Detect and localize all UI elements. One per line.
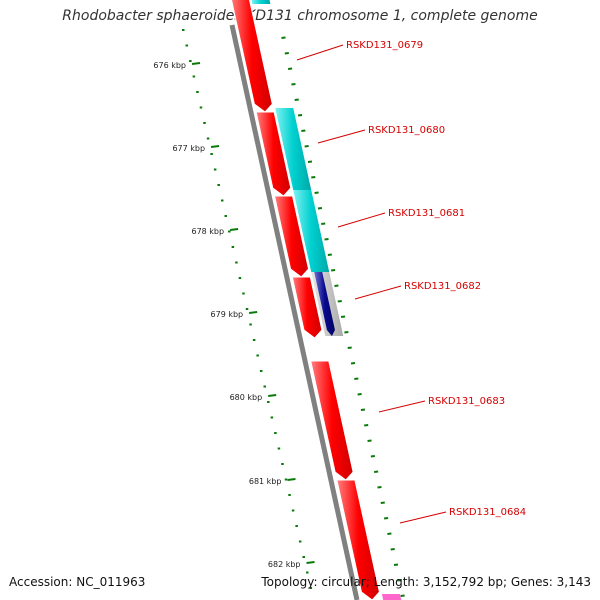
gene-label-rskd131_0682[interactable]: RSKD131_0682 bbox=[404, 281, 481, 292]
outer-tick bbox=[347, 346, 352, 349]
outer-tick bbox=[380, 501, 385, 504]
outer-tick bbox=[344, 331, 349, 334]
outer-tick bbox=[370, 455, 375, 458]
outer-tick bbox=[374, 470, 379, 473]
genome-backbone bbox=[229, 24, 360, 600]
outer-tick bbox=[304, 145, 309, 148]
ruler-label: 677 kbp bbox=[172, 144, 205, 153]
outer-tick bbox=[350, 362, 356, 365]
ruler-label: 680 kbp bbox=[230, 393, 263, 402]
outer-tick bbox=[291, 83, 296, 86]
outer-tick bbox=[390, 548, 395, 551]
outer-tick bbox=[377, 486, 382, 489]
outer-tick bbox=[281, 36, 286, 39]
gene-arrow-rskd131_0684[interactable] bbox=[336, 479, 381, 600]
outer-tick bbox=[324, 238, 329, 241]
gene-leader-line bbox=[354, 285, 402, 300]
gene-arrow-rskd131_0680[interactable] bbox=[255, 111, 292, 197]
ruler-major-tick bbox=[210, 145, 220, 148]
outer-tick bbox=[337, 300, 342, 303]
outer-tick bbox=[367, 439, 372, 442]
outer-tick bbox=[317, 207, 323, 210]
outer-tick bbox=[327, 253, 332, 256]
gene-arrow-rskd131_0683[interactable] bbox=[310, 360, 354, 481]
outer-tick bbox=[311, 176, 316, 179]
accession-text: Accession: NC_011963 bbox=[9, 575, 146, 589]
outer-tick bbox=[393, 563, 399, 566]
gene-leader-line bbox=[317, 129, 366, 144]
gene-arrow-rskd131_0682[interactable] bbox=[291, 276, 323, 339]
outer-tick bbox=[364, 424, 369, 427]
ruler-major-tick bbox=[306, 561, 315, 564]
gene-label-rskd131_0683[interactable]: RSKD131_0683 bbox=[428, 396, 505, 407]
ruler-labels: 676 kbp 677 kbp 678 kbp 679 kbp 680 kbp 681 k… bbox=[153, 61, 300, 569]
ruler-major-tick bbox=[249, 311, 258, 314]
gene-label-rskd131_0681[interactable]: RSKD131_0681 bbox=[388, 208, 465, 219]
gene-track bbox=[230, 0, 381, 600]
outer-tick bbox=[297, 114, 303, 117]
cog-bar-dark-blue bbox=[314, 272, 335, 336]
outer-tick bbox=[334, 284, 339, 287]
outer-tick bbox=[340, 315, 346, 318]
gene-label-rskd131_0680[interactable]: RSKD131_0680 bbox=[368, 125, 445, 136]
gene-leader-line bbox=[378, 400, 426, 413]
ruler-major-tick bbox=[287, 478, 296, 481]
ruler-label: 679 kbp bbox=[211, 310, 244, 319]
cog-bar-cyan bbox=[251, 0, 271, 4]
cog-bar-cyan bbox=[275, 108, 312, 190]
outer-tick bbox=[387, 532, 392, 535]
outer-dotted-line bbox=[281, 36, 405, 597]
ruler-label: 682 kbp bbox=[268, 560, 301, 569]
gene-label-rskd131_0679[interactable]: RSKD131_0679 bbox=[346, 40, 423, 51]
ruler-label: 676 kbp bbox=[153, 61, 186, 70]
outer-tick bbox=[321, 222, 326, 225]
ruler-major-tick bbox=[229, 228, 239, 231]
gene-arrow-rskd131_0679[interactable] bbox=[230, 0, 273, 113]
backbone-line bbox=[229, 24, 360, 600]
ruler-label: 678 kbp bbox=[191, 227, 224, 236]
outer-tick bbox=[354, 377, 359, 380]
ruler-dotted-line bbox=[182, 29, 315, 589]
ruler-major-tick bbox=[268, 394, 277, 397]
outer-tick bbox=[383, 517, 389, 520]
outer-tick bbox=[294, 98, 299, 101]
outer-tick bbox=[307, 160, 313, 163]
topology-text: Topology: circular; Length: 3,152,792 bp… bbox=[261, 575, 591, 589]
gene-label-rskd131_0684[interactable]: RSKD131_0684 bbox=[449, 507, 526, 518]
outer-tick bbox=[400, 594, 405, 597]
ruler-major-tick bbox=[191, 62, 201, 65]
gene-leader-line bbox=[296, 44, 344, 61]
gene-leader-line bbox=[337, 212, 386, 228]
outer-tick bbox=[397, 579, 402, 582]
outer-tick bbox=[284, 52, 289, 55]
gene-arrow-rskd131_0681[interactable] bbox=[273, 195, 310, 278]
cog-bar-pink bbox=[381, 594, 402, 600]
cog-track bbox=[251, 0, 402, 600]
outer-tick bbox=[301, 129, 306, 132]
outer-tick bbox=[357, 393, 362, 396]
genome-title: Rhodobacter sphaeroides KD131 chromosome… bbox=[62, 8, 538, 24]
gene-leader-line bbox=[399, 511, 447, 524]
gene-labels: RSKD131_0679 RSKD131_0680 RSKD131_0681 RSKD… bbox=[296, 40, 526, 524]
outer-tick bbox=[331, 269, 336, 272]
outer-tick bbox=[360, 408, 366, 411]
ruler-label: 681 kbp bbox=[249, 477, 282, 486]
cog-bar-cyan bbox=[293, 190, 330, 272]
outer-tick bbox=[314, 191, 319, 194]
outer-tick bbox=[287, 67, 293, 70]
